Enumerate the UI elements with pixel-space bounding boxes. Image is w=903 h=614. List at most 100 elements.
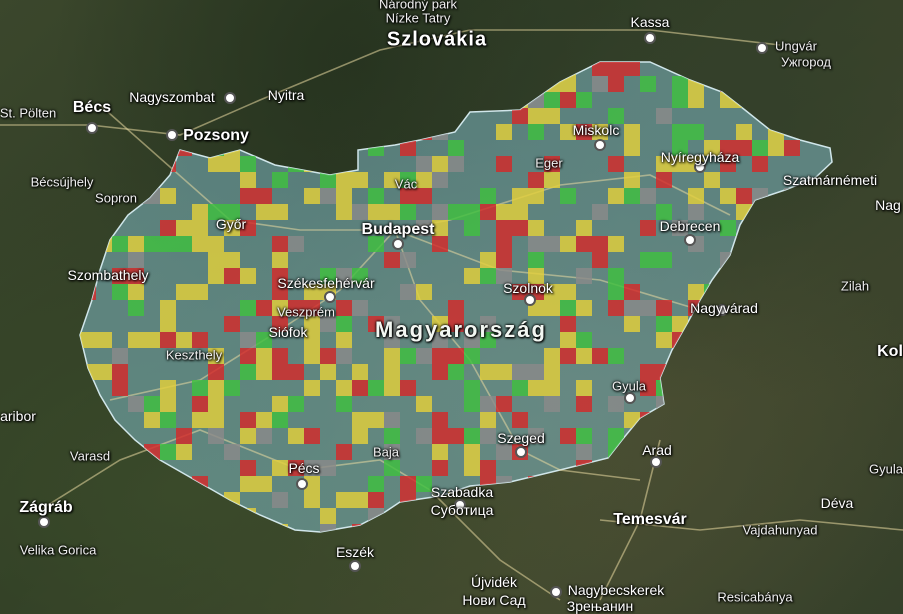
heat-cell [752, 268, 768, 284]
heat-cell [288, 460, 304, 476]
city-marker[interactable] [454, 499, 466, 511]
city-marker[interactable] [349, 560, 361, 572]
heat-cell [352, 300, 368, 316]
heat-cell [160, 316, 176, 332]
heat-cell [800, 188, 816, 204]
heat-cell [368, 236, 384, 252]
heat-cell [352, 380, 368, 396]
heat-cell [576, 124, 592, 140]
heat-cell [240, 412, 256, 428]
heat-cell [224, 252, 240, 268]
heat-cell [592, 62, 608, 76]
heat-cell [96, 332, 112, 348]
city-marker[interactable] [392, 238, 404, 250]
heat-cell [640, 364, 656, 380]
heat-cell [336, 444, 352, 460]
heat-cell [784, 140, 800, 156]
heat-cell [512, 188, 528, 204]
heat-cell [608, 76, 624, 92]
heat-cell [368, 108, 384, 124]
city-marker[interactable] [684, 234, 696, 246]
heat-cell [320, 460, 336, 476]
heat-cell [384, 204, 400, 220]
heat-cell [736, 124, 752, 140]
heat-cell [576, 492, 592, 508]
place-label-szatmarnemeti: Szatmárnémeti [782, 172, 878, 188]
heat-cell [624, 284, 640, 300]
heat-cell [720, 348, 736, 364]
heat-cell [272, 300, 288, 316]
heat-cell [544, 92, 560, 108]
city-marker[interactable] [756, 42, 768, 54]
city-marker[interactable] [624, 392, 636, 404]
city-marker[interactable] [524, 294, 536, 306]
heat-cell [192, 476, 208, 492]
heat-cell [304, 492, 320, 508]
place-label-becs: Bécs [72, 99, 112, 116]
heat-cell [560, 92, 576, 108]
city-marker[interactable] [296, 478, 308, 490]
heat-cell [496, 204, 512, 220]
heat-cell [496, 524, 512, 532]
heat-cell [704, 332, 720, 348]
place-label-slovakia: Szlovákia [386, 28, 488, 51]
heat-cell [608, 268, 624, 284]
city-marker[interactable] [224, 92, 236, 104]
city-marker[interactable] [38, 516, 50, 528]
heat-cell [464, 396, 480, 412]
city-marker[interactable] [515, 446, 527, 458]
heat-cell [304, 92, 320, 108]
heat-cell [720, 188, 736, 204]
city-marker[interactable] [694, 161, 706, 173]
heat-cell [816, 204, 832, 220]
country-label-hungary: Magyarország [375, 317, 547, 342]
heat-cell [240, 188, 256, 204]
city-marker[interactable] [644, 32, 656, 44]
city-marker[interactable] [650, 456, 662, 468]
city-marker[interactable] [166, 129, 178, 141]
heat-cell [480, 204, 496, 220]
heat-cell [624, 188, 640, 204]
heat-cell [832, 412, 848, 428]
heat-cell [144, 444, 160, 460]
heat-cell [432, 364, 448, 380]
heat-cell [544, 396, 560, 412]
heat-cell [384, 172, 400, 188]
place-label-pecs: Pécs [288, 460, 320, 476]
heat-cell [480, 188, 496, 204]
heat-cell [144, 524, 160, 532]
city-marker[interactable] [594, 139, 606, 151]
place-label-eger: Eger [535, 155, 563, 171]
heat-cell [416, 172, 432, 188]
heat-cell [96, 172, 112, 188]
place-label-debrecen: Debrecen [659, 218, 721, 234]
heat-cell [496, 62, 512, 76]
heat-cell [240, 348, 256, 364]
heat-cell [432, 316, 448, 332]
heat-cell [96, 140, 112, 156]
city-marker[interactable] [324, 291, 336, 303]
heat-cell [144, 508, 160, 524]
heat-cell [656, 332, 672, 348]
city-marker[interactable] [86, 122, 98, 134]
heat-cell [400, 140, 416, 156]
heat-cell [384, 412, 400, 428]
heat-cell [320, 364, 336, 380]
heat-cell [400, 348, 416, 364]
heat-cell [800, 380, 816, 396]
heat-cell [736, 364, 752, 380]
heat-cell [384, 316, 400, 332]
heat-cell [544, 284, 560, 300]
heat-cell [432, 236, 448, 252]
heat-cell [432, 124, 448, 140]
heat-cell [272, 284, 288, 300]
heat-cell [352, 108, 368, 124]
heat-cell [720, 140, 736, 156]
city-marker[interactable] [550, 586, 562, 598]
heat-cell [464, 428, 480, 444]
city-marker[interactable] [716, 304, 728, 316]
heat-cell [576, 508, 592, 524]
heat-cell [448, 156, 464, 172]
heat-cell [256, 332, 272, 348]
